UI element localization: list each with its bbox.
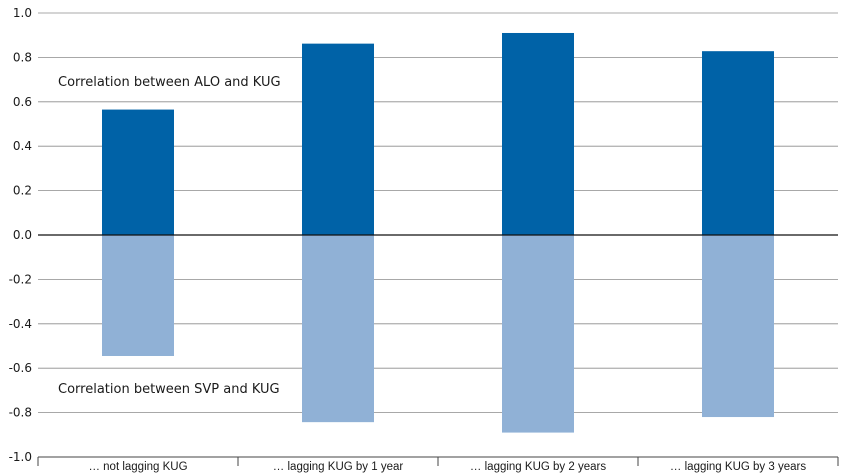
x-category-labels: … not lagging KUG … lagging KUG by 1 year… (88, 461, 806, 473)
bar-positive (502, 32, 574, 236)
bar-negative (702, 235, 774, 418)
x-category-label: … not lagging KUG (88, 461, 187, 473)
bar-positive (302, 43, 374, 235)
y-tick-label: 0.6 (13, 95, 32, 109)
y-tick-label: -0.8 (9, 406, 32, 420)
y-tick-label: 0.4 (13, 139, 32, 153)
x-category-label: … lagging KUG by 2 years (470, 461, 606, 473)
bar-positive (702, 51, 774, 236)
x-category-label: … lagging KUG by 1 year (273, 461, 404, 473)
y-tick-label: 0.0 (13, 228, 32, 242)
axes (37, 234, 839, 466)
y-tick-label: 0.8 (13, 50, 32, 64)
bar-positive (102, 109, 174, 235)
y-tick-label: 1.0 (13, 6, 32, 20)
y-tick-label: -0.2 (9, 272, 32, 286)
y-tick-label: -0.6 (9, 361, 32, 375)
y-tick-label: -1.0 (9, 450, 32, 464)
y-tick-labels: 1.0 0.8 0.6 0.4 0.2 0.0 -0.2 -0.4 -0.6 -0.8 -1.0 (9, 6, 32, 464)
bars (102, 32, 774, 433)
annotation-alo-kug: Correlation between ALO and KUG (58, 75, 281, 90)
y-tick-label: 0.2 (13, 184, 32, 198)
y-tick-label: -0.4 (9, 317, 32, 331)
x-category-label: … lagging KUG by 3 years (670, 461, 806, 473)
annotation-svp-kug: Correlation between SVP and KUG (58, 382, 280, 397)
bar-negative (302, 235, 374, 423)
bar-negative (502, 235, 574, 433)
bar-negative (102, 235, 174, 356)
